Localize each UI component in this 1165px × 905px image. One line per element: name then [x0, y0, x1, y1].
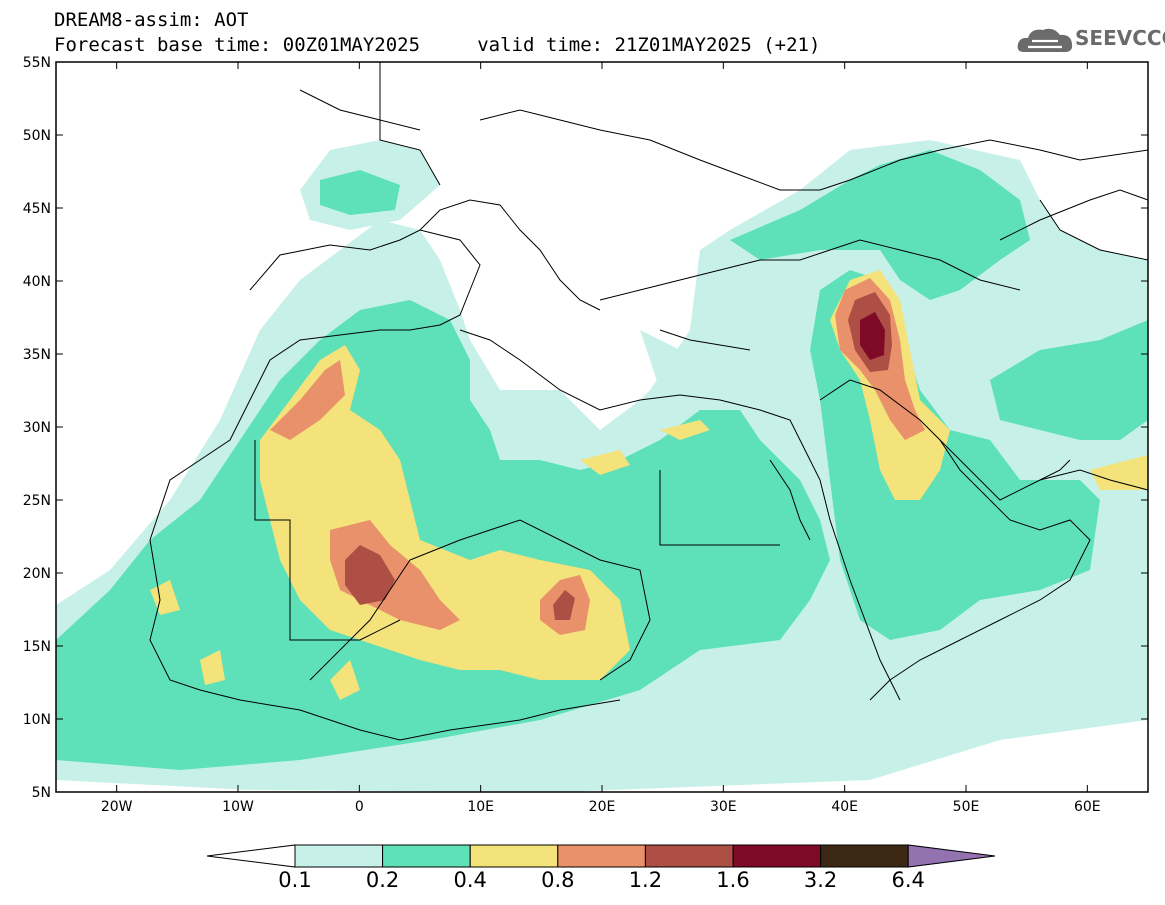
- forecast-times: Forecast base time: 00Z01MAY2025 valid t…: [54, 34, 821, 56]
- colorbar-segment: [644, 844, 734, 868]
- country-borders: [149, 62, 1148, 741]
- lon-label: 0: [355, 799, 364, 815]
- colorbar-segment: [557, 844, 646, 868]
- logo-text: SEEVCCC: [1075, 26, 1165, 50]
- lon-label: 10W: [222, 799, 254, 815]
- lat-label: 10N: [23, 712, 51, 728]
- lon-label: 20E: [589, 799, 616, 815]
- colorbar-label: 0.8: [541, 868, 575, 892]
- lat-label: 35N: [23, 347, 51, 363]
- colorbar-segment: [820, 844, 909, 868]
- aot-level-1-6: [860, 312, 885, 360]
- lat-label: 25N: [23, 493, 51, 509]
- colorbar-label: 6.4: [891, 868, 925, 892]
- lat-label: 55N: [23, 55, 51, 71]
- lat-label: 40N: [23, 274, 51, 290]
- colorbar-segment: [294, 844, 384, 868]
- lat-label: 30N: [23, 420, 51, 436]
- lon-label: 10E: [467, 799, 494, 815]
- lat-label: 15N: [23, 639, 51, 655]
- lon-label: 20W: [101, 799, 133, 815]
- lon-label: 50E: [953, 799, 980, 815]
- lat-label: 20N: [23, 566, 51, 582]
- colorbar-label: 0.2: [365, 868, 400, 892]
- lon-label: 60E: [1074, 799, 1101, 815]
- colorbar-label: 1.2: [628, 868, 663, 892]
- colorbar-segment: [732, 844, 822, 868]
- colorbar-segment: [382, 844, 471, 868]
- lon-label: 30E: [710, 799, 737, 815]
- colorbar-segment: [469, 844, 559, 868]
- colorbar-label: 3.2: [803, 868, 838, 892]
- lon-label: 40E: [831, 799, 858, 815]
- colorbar-arrow-low: [206, 844, 296, 868]
- aot-field: [56, 62, 1148, 792]
- lat-label: 50N: [23, 128, 51, 144]
- cloud-icon: [1017, 28, 1073, 52]
- axis-ticks: 5N 10N 15N 20N 25N 30N 35N 40N 45N 50N 55N 20W 10W 0 1…: [23, 55, 1148, 815]
- colorbar-arrow-high: [907, 844, 996, 868]
- colorbar-label: 0.1: [278, 868, 312, 892]
- colorbar-label: 1.6: [716, 868, 750, 892]
- colorbar: [206, 844, 996, 868]
- colorbar-label: 0.4: [453, 868, 487, 892]
- lat-label: 5N: [32, 785, 51, 801]
- map-title: DREAM8-assim: AOT: [54, 9, 249, 31]
- lat-label: 45N: [23, 201, 51, 217]
